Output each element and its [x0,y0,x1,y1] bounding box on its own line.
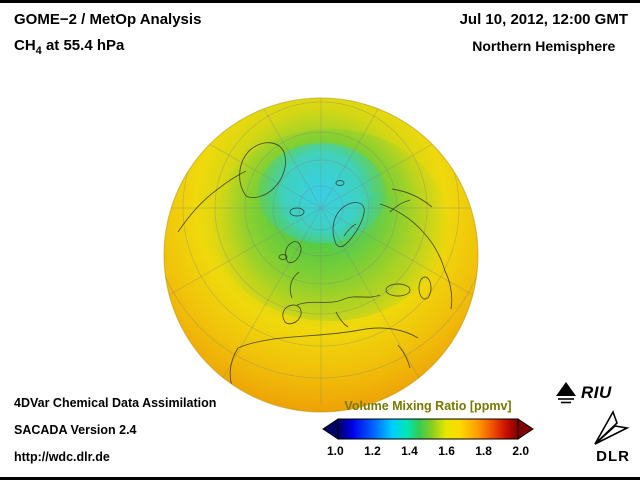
dlr-logo: DLR [568,410,630,465]
riu-logo: RIU [554,381,612,405]
colorbar-title: Volume Mixing Ratio [ppmv] [344,399,512,413]
dlr-emblem-icon [594,410,630,445]
version-line: SACADA Version 2.4 [14,423,137,437]
colorbar-right-arrow-icon [517,418,534,440]
colorbar-left-arrow-icon [322,418,339,440]
species-label: CH [14,37,36,54]
colorbar-scale [322,418,534,440]
colorbar-tick: 1.0 [327,444,344,458]
species-subscript: 4 [35,45,42,57]
figure-subtitle: CH4 at 55.4 hPa [14,37,201,58]
riu-triangle-icon [556,382,576,404]
colorbar-gradient [337,418,519,440]
colorbar-tick: 1.4 [401,444,418,458]
pressure-level-label: at 55.4 hPa [41,37,125,54]
datetime-label: Jul 10, 2012, 12:00 GMT [459,11,628,28]
colorbar: Volume Mixing Ratio [ppmv] [322,399,534,458]
secondary-low-ch4-patch [324,192,420,264]
url-label: http://wdc.dlr.de [14,450,110,464]
bottom-border [0,477,640,480]
graticule [164,98,478,404]
hemisphere-label: Northern Hemisphere [472,38,616,54]
top-border [0,0,640,3]
globe-limb [163,97,479,413]
riu-logo-text: RIU [581,383,612,402]
colorbar-tick: 1.6 [438,444,455,458]
colorbar-tick: 2.0 [512,444,529,458]
attribution-line: 4DVar Chemical Data Assimilation [14,396,217,410]
colorbar-ticks: 1.0 1.2 1.4 1.6 1.8 2.0 [327,444,529,458]
figure-title: GOME−2 / MetOp Analysis [14,11,202,28]
header-right: Jul 10, 2012, 12:00 GMT Northern Hemisph… [460,11,628,55]
footer-left: 4DVar Chemical Data Assimilation SACADA … [14,396,216,477]
colorbar-tick: 1.8 [475,444,492,458]
colorbar-tick: 1.2 [364,444,381,458]
coastlines [177,142,453,412]
header-left: GOME−2 / MetOp Analysis CH4 at 55.4 hPa [14,11,201,58]
dlr-logo-text: DLR [596,448,630,465]
